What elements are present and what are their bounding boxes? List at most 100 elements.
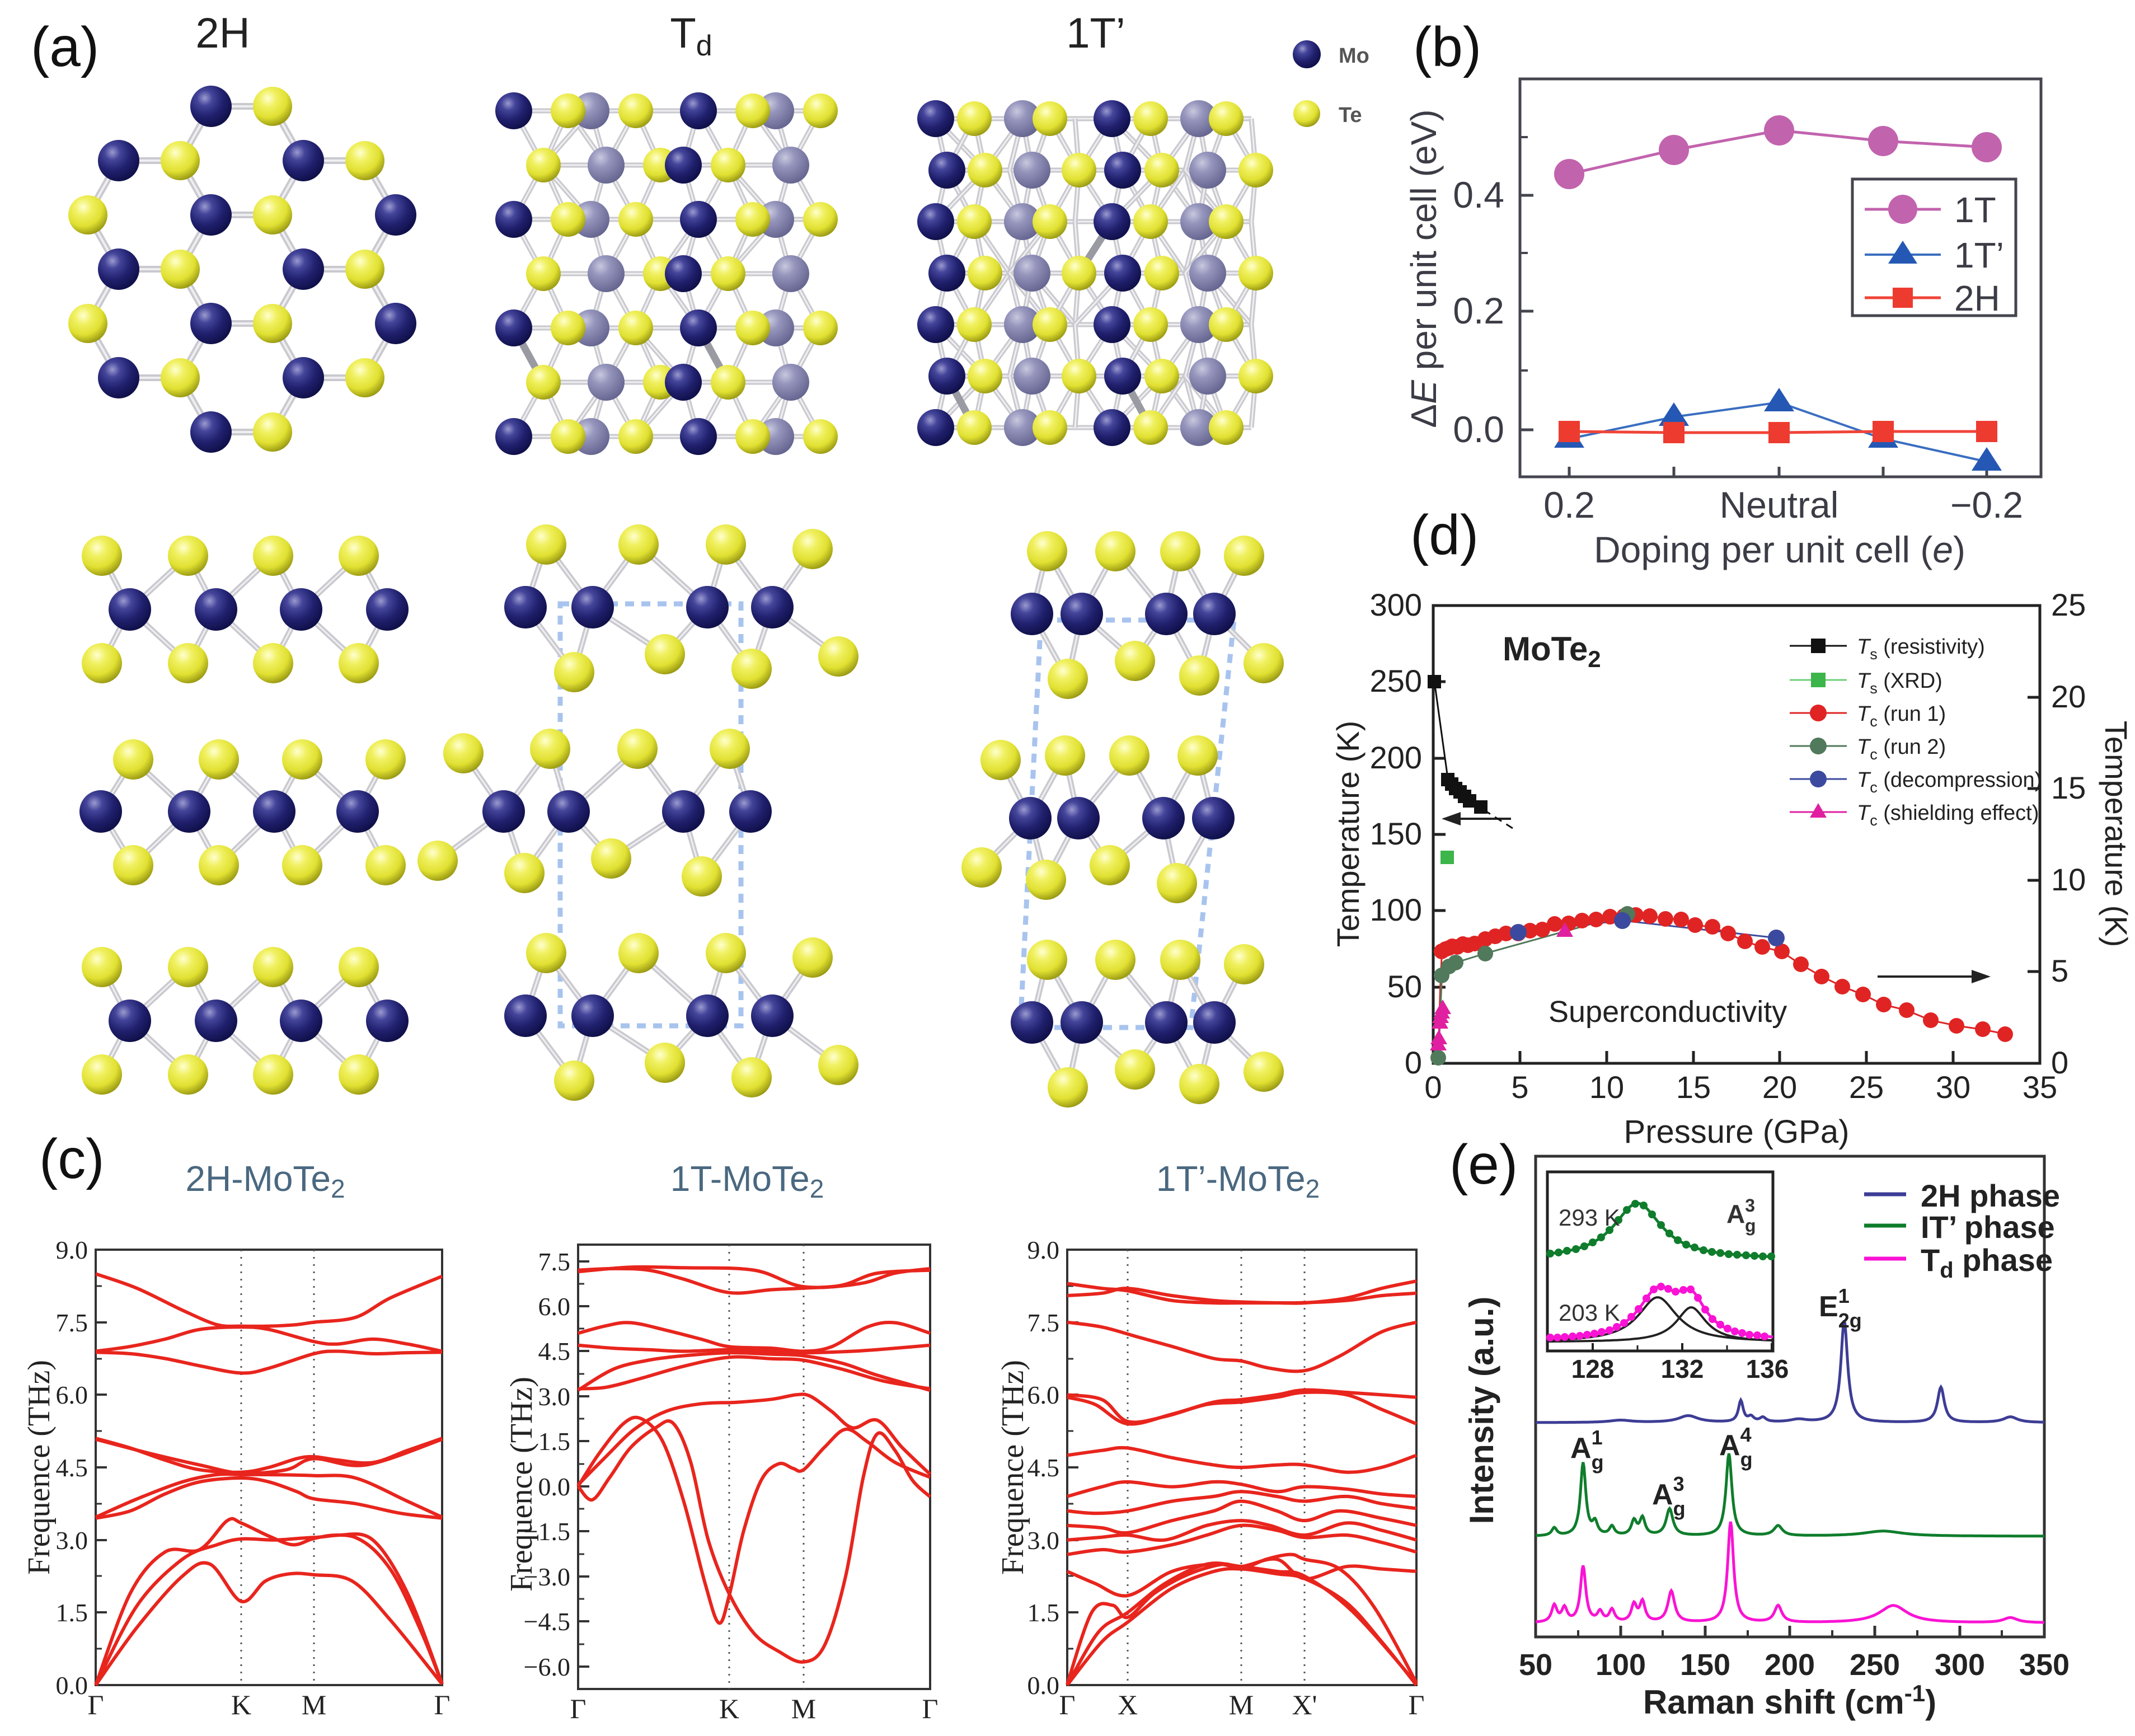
svg-text:2H: 2H [1954,278,2000,318]
svg-text:136: 136 [1746,1354,1789,1383]
svg-text:IT’ phase: IT’ phase [1921,1209,2055,1245]
svg-text:0.0: 0.0 [1027,1671,1060,1700]
svg-text:Td phase: Td phase [1921,1242,2053,1283]
svg-text:10: 10 [1589,1069,1624,1105]
svg-text:Tc (run 2): Tc (run 2) [1857,735,1946,763]
svg-text:2H: 2H [195,10,250,57]
svg-text:Γ: Γ [1059,1689,1076,1720]
svg-text:X: X [1118,1689,1138,1720]
svg-text:250: 250 [1370,663,1422,698]
svg-text:7.5: 7.5 [1027,1308,1060,1337]
svg-text:250: 250 [1850,1648,1900,1682]
svg-text:50: 50 [1519,1648,1552,1682]
svg-text:Temperature (K): Temperature (K) [2099,721,2134,947]
svg-text:(d): (d) [1410,504,1479,566]
svg-text:Intensity (a.u.): Intensity (a.u.) [1463,1297,1500,1524]
svg-text:15: 15 [1676,1069,1711,1105]
svg-text:Γ: Γ [88,1689,104,1720]
svg-text:200: 200 [1765,1648,1815,1682]
svg-text:Γ: Γ [570,1693,586,1724]
svg-text:6.0: 6.0 [1027,1381,1060,1409]
svg-text:1T-MoTe2: 1T-MoTe2 [670,1158,824,1203]
svg-text:1T’-MoTe2: 1T’-MoTe2 [1156,1158,1320,1203]
svg-text:4.5: 4.5 [1027,1453,1060,1482]
svg-text:Raman shift (cm-1): Raman shift (cm-1) [1643,1680,1936,1721]
svg-text:ΔE per unit cell (eV): ΔE per unit cell (eV) [1404,109,1444,428]
svg-text:2H-MoTe2: 2H-MoTe2 [185,1158,345,1203]
svg-text:150: 150 [1680,1648,1730,1682]
svg-text:0: 0 [1405,1045,1422,1080]
svg-text:3.0: 3.0 [56,1526,88,1555]
svg-text:6.0: 6.0 [538,1292,571,1321]
svg-text:25: 25 [2051,587,2086,622]
svg-text:0: 0 [1424,1069,1442,1105]
svg-text:3.0: 3.0 [1027,1526,1060,1555]
svg-text:Ts (XRD): Ts (XRD) [1857,669,1942,697]
svg-text:7.5: 7.5 [538,1247,571,1276]
svg-text:K: K [719,1693,739,1724]
svg-text:−4.5: −4.5 [524,1607,570,1636]
svg-text:0.0: 0.0 [1453,409,1504,450]
svg-text:30: 30 [1936,1069,1970,1105]
svg-text:15: 15 [2051,770,2086,805]
svg-text:Frequence (THz): Frequence (THz) [996,1360,1030,1575]
svg-text:Superconductivity: Superconductivity [1549,995,1787,1029]
svg-text:100: 100 [1370,892,1422,927]
svg-text:Frequence (THz): Frequence (THz) [22,1360,57,1575]
svg-text:10: 10 [2051,862,2086,897]
svg-text:Mo: Mo [1339,44,1369,68]
svg-text:−0.2: −0.2 [1950,484,2023,526]
svg-text:K: K [231,1689,251,1720]
svg-text:Doping per unit cell (e): Doping per unit cell (e) [1594,529,1965,570]
svg-text:0.2: 0.2 [1543,484,1595,526]
svg-text:1.5: 1.5 [1027,1598,1060,1627]
svg-text:−1.5: −1.5 [524,1517,570,1546]
svg-text:Ts (resistivity): Ts (resistivity) [1857,635,1985,663]
svg-text:0.0: 0.0 [56,1671,88,1700]
svg-text:Tc (run 1): Tc (run 1) [1857,702,1946,730]
svg-text:1.5: 1.5 [56,1598,88,1627]
svg-text:200: 200 [1370,740,1422,775]
svg-text:Γ: Γ [1409,1689,1425,1720]
svg-text:6.0: 6.0 [56,1381,88,1409]
svg-text:0.4: 0.4 [1453,174,1504,215]
svg-text:1T: 1T [1954,190,1996,230]
svg-text:Γ: Γ [922,1693,939,1724]
svg-text:25: 25 [1849,1069,1884,1105]
svg-text:2H phase: 2H phase [1921,1178,2060,1213]
svg-text:(c): (c) [39,1128,105,1190]
svg-text:20: 20 [1762,1069,1797,1105]
svg-text:0: 0 [2051,1045,2068,1080]
svg-text:300: 300 [1370,587,1422,622]
svg-text:128: 128 [1571,1354,1615,1383]
svg-text:350: 350 [2019,1648,2070,1682]
svg-text:(b): (b) [1413,16,1481,78]
svg-text:−3.0: −3.0 [524,1563,570,1591]
svg-text:(e): (e) [1449,1133,1518,1196]
svg-text:Pressure (GPa): Pressure (GPa) [1624,1114,1850,1150]
svg-text:(a): (a) [31,16,99,78]
svg-text:0.0: 0.0 [538,1472,571,1501]
svg-text:3.0: 3.0 [538,1382,571,1411]
svg-text:1T’: 1T’ [1954,235,2004,275]
svg-text:0.2: 0.2 [1453,290,1504,331]
svg-text:Temperature (K): Temperature (K) [1330,721,1366,947]
svg-text:50: 50 [1387,969,1422,1004]
svg-text:300: 300 [1935,1648,1985,1682]
svg-text:Tc (shielding effect): Tc (shielding effect) [1857,801,2039,829]
svg-text:1T’: 1T’ [1066,10,1125,57]
svg-text:7.5: 7.5 [56,1308,88,1337]
svg-text:Neutral: Neutral [1720,484,1839,526]
svg-text:20: 20 [2051,679,2086,714]
svg-text:100: 100 [1596,1648,1646,1682]
svg-text:9.0: 9.0 [1027,1236,1060,1264]
svg-text:Γ: Γ [434,1689,451,1720]
svg-text:M: M [791,1693,816,1724]
svg-text:293 K: 293 K [1559,1204,1620,1231]
svg-text:4.5: 4.5 [56,1453,88,1482]
svg-text:Tc (decompression): Tc (decompression) [1857,768,2042,796]
svg-text:132: 132 [1661,1354,1704,1383]
svg-text:150: 150 [1370,816,1422,851]
svg-text:X': X' [1292,1689,1317,1720]
svg-text:1.5: 1.5 [538,1427,571,1456]
